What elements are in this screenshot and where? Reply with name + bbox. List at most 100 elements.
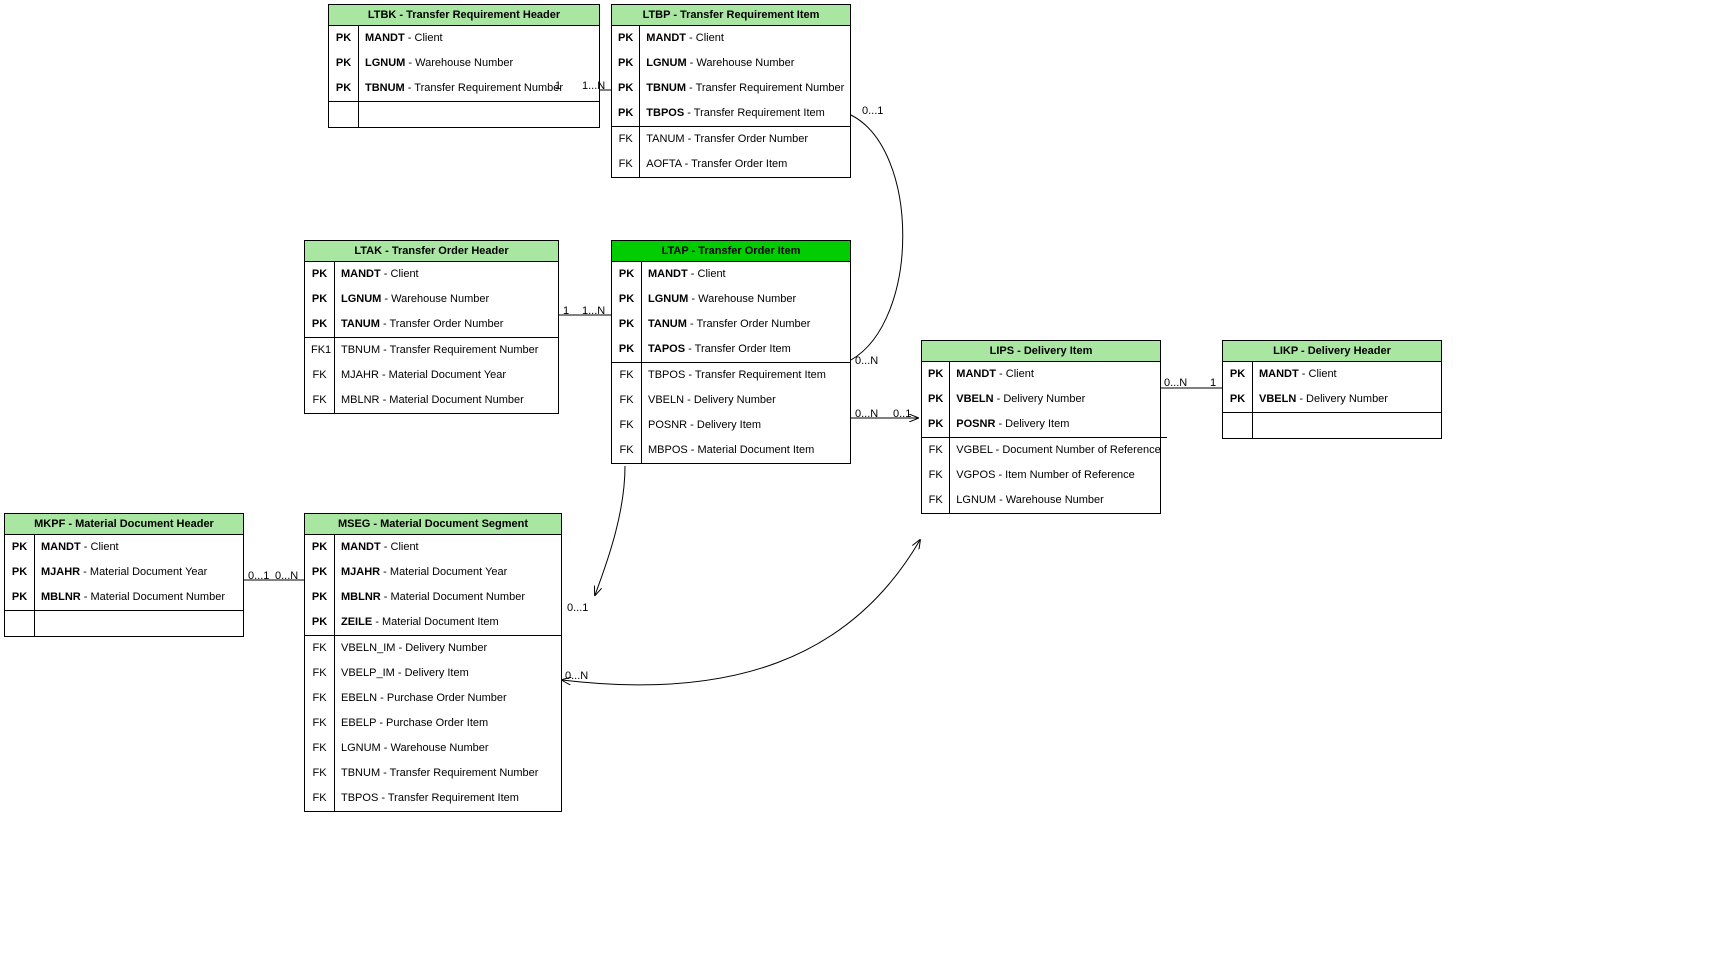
field-name: MBLNR <box>41 591 81 603</box>
key-type: PK <box>329 26 358 51</box>
cardinality-label: 1 <box>555 80 561 92</box>
key-type: FK <box>305 761 334 786</box>
field-desc: - Client <box>688 268 726 280</box>
key-type: FK <box>612 438 641 463</box>
key-type: FK <box>305 363 334 388</box>
key-type: PK <box>612 312 641 337</box>
key-type: PK <box>305 312 334 337</box>
field-cell: TANUM - Transfer Order Number <box>640 127 850 152</box>
field-cell: TBNUM - Transfer Requirement Number <box>335 338 558 363</box>
field-name: VGBEL <box>956 444 992 456</box>
field-name: VBELP_IM <box>341 667 395 679</box>
entity-body: PKPKPKMANDT - ClientLGNUM - Warehouse Nu… <box>329 26 599 127</box>
field-name: MANDT <box>365 32 405 44</box>
entity-header: LTBP - Transfer Requirement Item <box>612 5 850 26</box>
field-desc: - Purchase Order Number <box>377 692 507 704</box>
field-name: TBNUM <box>341 767 380 779</box>
key-type: FK <box>612 388 641 413</box>
key-type: PK <box>1223 362 1252 387</box>
key-type: PK <box>612 262 641 287</box>
field-desc: - Delivery Number <box>684 394 776 406</box>
key-type: PK <box>5 585 34 610</box>
field-desc: - Client <box>996 368 1034 380</box>
field-cell: LGNUM - Warehouse Number <box>359 51 599 76</box>
field-desc: - Transfer Requirement Number <box>405 82 563 94</box>
field-cell: MJAHR - Material Document Year <box>35 560 243 585</box>
key-type: PK <box>922 412 949 437</box>
field-name: VBELN <box>1259 393 1296 405</box>
key-type: FK <box>612 413 641 438</box>
field-cell: TBPOS - Transfer Requirement Item <box>335 786 561 811</box>
field-cell: ZEILE - Material Document Item <box>335 610 561 635</box>
field-desc: - Document Number of Reference <box>993 444 1161 456</box>
field-name: EBELN <box>341 692 377 704</box>
key-type: FK <box>612 127 639 152</box>
field-cell: MANDT - Client <box>950 362 1166 387</box>
key-type: FK <box>922 463 949 488</box>
field-name: TAPOS <box>648 343 685 355</box>
cardinality-label: 0...N <box>1164 377 1187 389</box>
key-type: FK <box>305 636 334 661</box>
cardinality-label: 1 <box>563 305 569 317</box>
field-name: TANUM <box>648 318 687 330</box>
edges-layer <box>0 0 1721 971</box>
field-desc: - Client <box>381 268 419 280</box>
field-name: TANUM <box>341 318 380 330</box>
field-desc: - Purchase Order Item <box>376 717 488 729</box>
field-desc: - Warehouse Number <box>996 494 1104 506</box>
key-type: FK <box>612 152 639 177</box>
field-name: MANDT <box>646 32 686 44</box>
entity-body: PKPKPKFKFKFKMANDT - ClientVBELN - Delive… <box>922 362 1160 513</box>
field-desc: - Transfer Order Item <box>685 343 791 355</box>
field-desc: - Client <box>81 541 119 553</box>
field-desc: - Material Document Number <box>81 591 225 603</box>
key-type: PK <box>329 51 358 76</box>
entity-ltap: LTAP - Transfer Order ItemPKPKPKPKFKFKFK… <box>611 240 851 464</box>
field-cell: VBELN_IM - Delivery Number <box>335 636 561 661</box>
cardinality-label: 0...N <box>855 355 878 367</box>
edge-e7 <box>595 466 625 595</box>
key-type: PK <box>305 535 334 560</box>
key-type: FK1 <box>305 338 334 363</box>
key-type: FK <box>305 661 334 686</box>
key-type: FK <box>922 488 949 513</box>
field-name: TBNUM <box>365 82 405 94</box>
field-cell: VGBEL - Document Number of Reference <box>950 438 1166 463</box>
field-cell: MBLNR - Material Document Number <box>335 388 558 413</box>
field-name: POSNR <box>648 419 687 431</box>
field-name: LGNUM <box>648 293 688 305</box>
field-desc: - Client <box>686 32 724 44</box>
key-type: FK <box>305 736 334 761</box>
key-type: PK <box>5 535 34 560</box>
field-desc: - Transfer Requirement Number <box>686 82 844 94</box>
field-name: TBPOS <box>646 107 684 119</box>
entity-header: MKPF - Material Document Header <box>5 514 243 535</box>
field-desc: - Material Document Year <box>80 566 207 578</box>
cardinality-label: 1 <box>1210 377 1216 389</box>
field-desc: - Warehouse Number <box>688 293 796 305</box>
field-desc: - Client <box>405 32 443 44</box>
field-cell: TBNUM - Transfer Requirement Number <box>359 76 599 101</box>
field-desc: - Delivery Number <box>994 393 1086 405</box>
field-cell: EBELN - Purchase Order Number <box>335 686 561 711</box>
entity-header: LTBK - Transfer Requirement Header <box>329 5 599 26</box>
cardinality-label: 1...N <box>582 80 605 92</box>
entity-body: PKPKPKPKFKFKMANDT - ClientLGNUM - Wareho… <box>612 26 850 177</box>
field-cell: MANDT - Client <box>35 535 243 560</box>
field-desc: - Material Document Item <box>688 444 815 456</box>
field-cell: VGPOS - Item Number of Reference <box>950 463 1166 488</box>
field-name: ZEILE <box>341 616 372 628</box>
entity-mkpf: MKPF - Material Document HeaderPKPKPKMAN… <box>4 513 244 637</box>
field-cell: TBPOS - Transfer Requirement Item <box>640 101 850 126</box>
field-cell: MANDT - Client <box>335 262 558 287</box>
key-type: PK <box>612 337 641 362</box>
field-desc: - Material Document Year <box>380 566 507 578</box>
field-name: MANDT <box>41 541 81 553</box>
field-desc: - Transfer Order Number <box>685 133 808 145</box>
field-name: MJAHR <box>341 566 380 578</box>
cardinality-label: 0...N <box>275 570 298 582</box>
field-cell: POSNR - Delivery Item <box>642 413 850 438</box>
field-desc: - Transfer Requirement Number <box>380 767 538 779</box>
entity-header: LIPS - Delivery Item <box>922 341 1160 362</box>
field-cell: TBNUM - Transfer Requirement Number <box>335 761 561 786</box>
